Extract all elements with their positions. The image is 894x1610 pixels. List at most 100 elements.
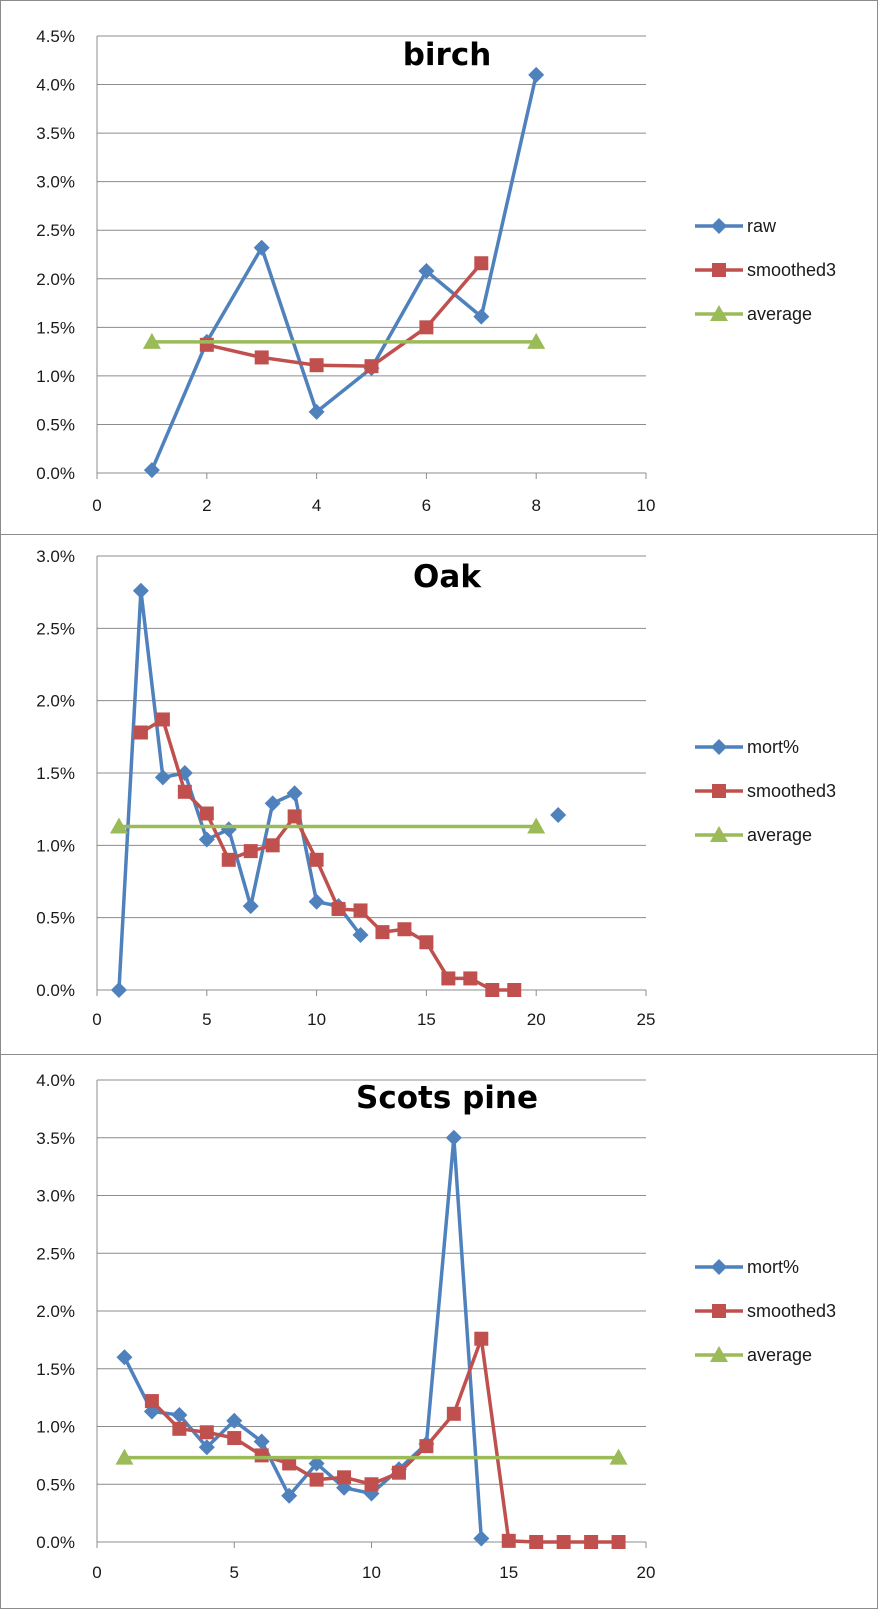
y-tick-label: 1.5% bbox=[36, 318, 75, 337]
data-point-mort% bbox=[220, 821, 237, 838]
legend-item-smoothed3: smoothed3 bbox=[695, 260, 836, 280]
data-point-smoothed3 bbox=[463, 971, 478, 986]
legend-label: smoothed3 bbox=[747, 1301, 836, 1321]
x-tick-label: 2 bbox=[202, 496, 211, 515]
x-tick-label: 8 bbox=[531, 496, 540, 515]
x-tick-label: 6 bbox=[422, 496, 431, 515]
legend-item-mort%: mort% bbox=[695, 1257, 799, 1277]
data-point-mort% bbox=[445, 1129, 462, 1146]
data-point-smoothed3 bbox=[364, 1477, 379, 1492]
y-tick-label: 1.5% bbox=[36, 764, 75, 783]
data-point-mort% bbox=[286, 785, 303, 802]
data-point-smoothed3 bbox=[243, 844, 258, 859]
series-smoothed3 bbox=[133, 712, 522, 997]
y-tick-label: 4.5% bbox=[36, 27, 75, 46]
data-point-mort% bbox=[336, 1479, 353, 1496]
series-line-mort% bbox=[122, 1136, 484, 1539]
data-point-smoothed3 bbox=[397, 922, 412, 937]
data-point-smoothed3 bbox=[474, 1331, 489, 1346]
legend-label: average bbox=[747, 304, 812, 324]
data-point-smoothed3 bbox=[611, 1535, 626, 1549]
x-tick-label: 5 bbox=[230, 1563, 239, 1582]
chart-oak: 0.0% 0.5% 1.0% 1.5% 2.0% 2.5% 3.0% 0 5 10 15 20 25 Oa… bbox=[36, 547, 836, 1029]
legend-label: smoothed3 bbox=[747, 781, 836, 801]
data-point-mort% bbox=[264, 795, 281, 812]
legend-marker-smoothed3 bbox=[712, 784, 726, 798]
x-tick-label: 10 bbox=[637, 496, 656, 515]
data-point-smoothed3 bbox=[474, 256, 489, 271]
legend-label: smoothed3 bbox=[747, 260, 836, 280]
y-tick-label: 1.0% bbox=[36, 367, 75, 386]
data-point-mort% bbox=[352, 927, 369, 944]
data-point-smoothed3 bbox=[485, 983, 500, 997]
legend-label: raw bbox=[747, 216, 777, 236]
data-point-smoothed3 bbox=[221, 852, 236, 867]
series-average bbox=[115, 1448, 628, 1465]
x-tick-label: 0 bbox=[92, 1010, 101, 1029]
data-point-smoothed3 bbox=[254, 1448, 269, 1463]
data-point-mort% bbox=[154, 769, 171, 786]
data-point-mort% bbox=[308, 893, 325, 910]
legend-label: mort% bbox=[747, 737, 799, 757]
data-point-mort% bbox=[110, 982, 127, 998]
data-point-smoothed3 bbox=[309, 852, 324, 867]
data-point-raw bbox=[473, 308, 490, 325]
data-point-average bbox=[527, 817, 546, 834]
data-point-smoothed3 bbox=[287, 809, 302, 824]
x-tick-label: 10 bbox=[307, 1010, 326, 1029]
chart-title: Scots pine bbox=[356, 1080, 538, 1116]
chart-scots-pine: 0.0% 0.5% 1.0% 1.5% 2.0% 2.5% 3.0% 3.5% 4.0% 0 5 10… bbox=[36, 1071, 836, 1582]
legend-marker-smoothed3 bbox=[712, 263, 726, 277]
y-tick-label: 2.0% bbox=[36, 270, 75, 289]
x-tick-label: 4 bbox=[312, 496, 321, 515]
data-point-smoothed3 bbox=[529, 1535, 544, 1549]
legend-item-average: average bbox=[695, 825, 812, 845]
data-point-smoothed3 bbox=[155, 712, 170, 727]
data-point-mort% bbox=[242, 898, 259, 915]
x-tick-label: 20 bbox=[637, 1563, 656, 1582]
data-point-smoothed3 bbox=[309, 358, 324, 373]
legend-marker-average bbox=[710, 305, 728, 321]
data-point-smoothed3 bbox=[227, 1431, 242, 1446]
series-smoothed3 bbox=[199, 256, 489, 374]
data-point-raw bbox=[528, 66, 545, 83]
data-point-mort% bbox=[198, 831, 215, 848]
legend-marker-smoothed3 bbox=[712, 1304, 726, 1318]
legend-marker-mort% bbox=[711, 739, 727, 755]
data-point-smoothed3 bbox=[337, 1470, 352, 1485]
data-point-smoothed3 bbox=[391, 1465, 406, 1480]
data-point-smoothed3 bbox=[199, 806, 214, 821]
data-point-smoothed3 bbox=[177, 784, 192, 799]
data-point-smoothed3 bbox=[556, 1535, 571, 1549]
series-line-mort% bbox=[117, 588, 362, 991]
data-point-smoothed3 bbox=[309, 1472, 324, 1487]
x-tick-label: 15 bbox=[499, 1563, 518, 1582]
x-tick-label: 20 bbox=[527, 1010, 546, 1029]
data-point-mort% bbox=[253, 1433, 270, 1450]
data-point-smoothed3 bbox=[419, 935, 434, 950]
data-point-smoothed3 bbox=[254, 350, 269, 365]
x-tick-label: 5 bbox=[202, 1010, 211, 1029]
x-tick-label: 10 bbox=[362, 1563, 381, 1582]
data-point-mort% bbox=[550, 806, 567, 823]
data-point-average bbox=[142, 332, 161, 349]
chart-title: Oak bbox=[413, 559, 482, 595]
data-point-average bbox=[115, 1448, 134, 1465]
chart-title: birch bbox=[403, 37, 492, 73]
data-point-smoothed3 bbox=[375, 925, 390, 940]
y-tick-label: 1.0% bbox=[36, 836, 75, 855]
data-point-average bbox=[109, 817, 128, 834]
data-point-smoothed3 bbox=[501, 1533, 516, 1548]
legend-item-smoothed3: smoothed3 bbox=[695, 1301, 836, 1321]
series-line-smoothed3 bbox=[206, 262, 483, 368]
legend-item-mort%: mort% bbox=[695, 737, 799, 757]
data-point-average bbox=[609, 1448, 628, 1465]
y-tick-label: 1.5% bbox=[36, 1360, 75, 1379]
data-point-smoothed3 bbox=[446, 1406, 461, 1421]
y-tick-label: 2.5% bbox=[36, 221, 75, 240]
x-tick-label: 25 bbox=[637, 1010, 656, 1029]
y-tick-label: 0.0% bbox=[36, 464, 75, 483]
series-average bbox=[109, 817, 546, 834]
series-line-raw bbox=[150, 74, 538, 471]
x-tick-label: 0 bbox=[92, 496, 101, 515]
